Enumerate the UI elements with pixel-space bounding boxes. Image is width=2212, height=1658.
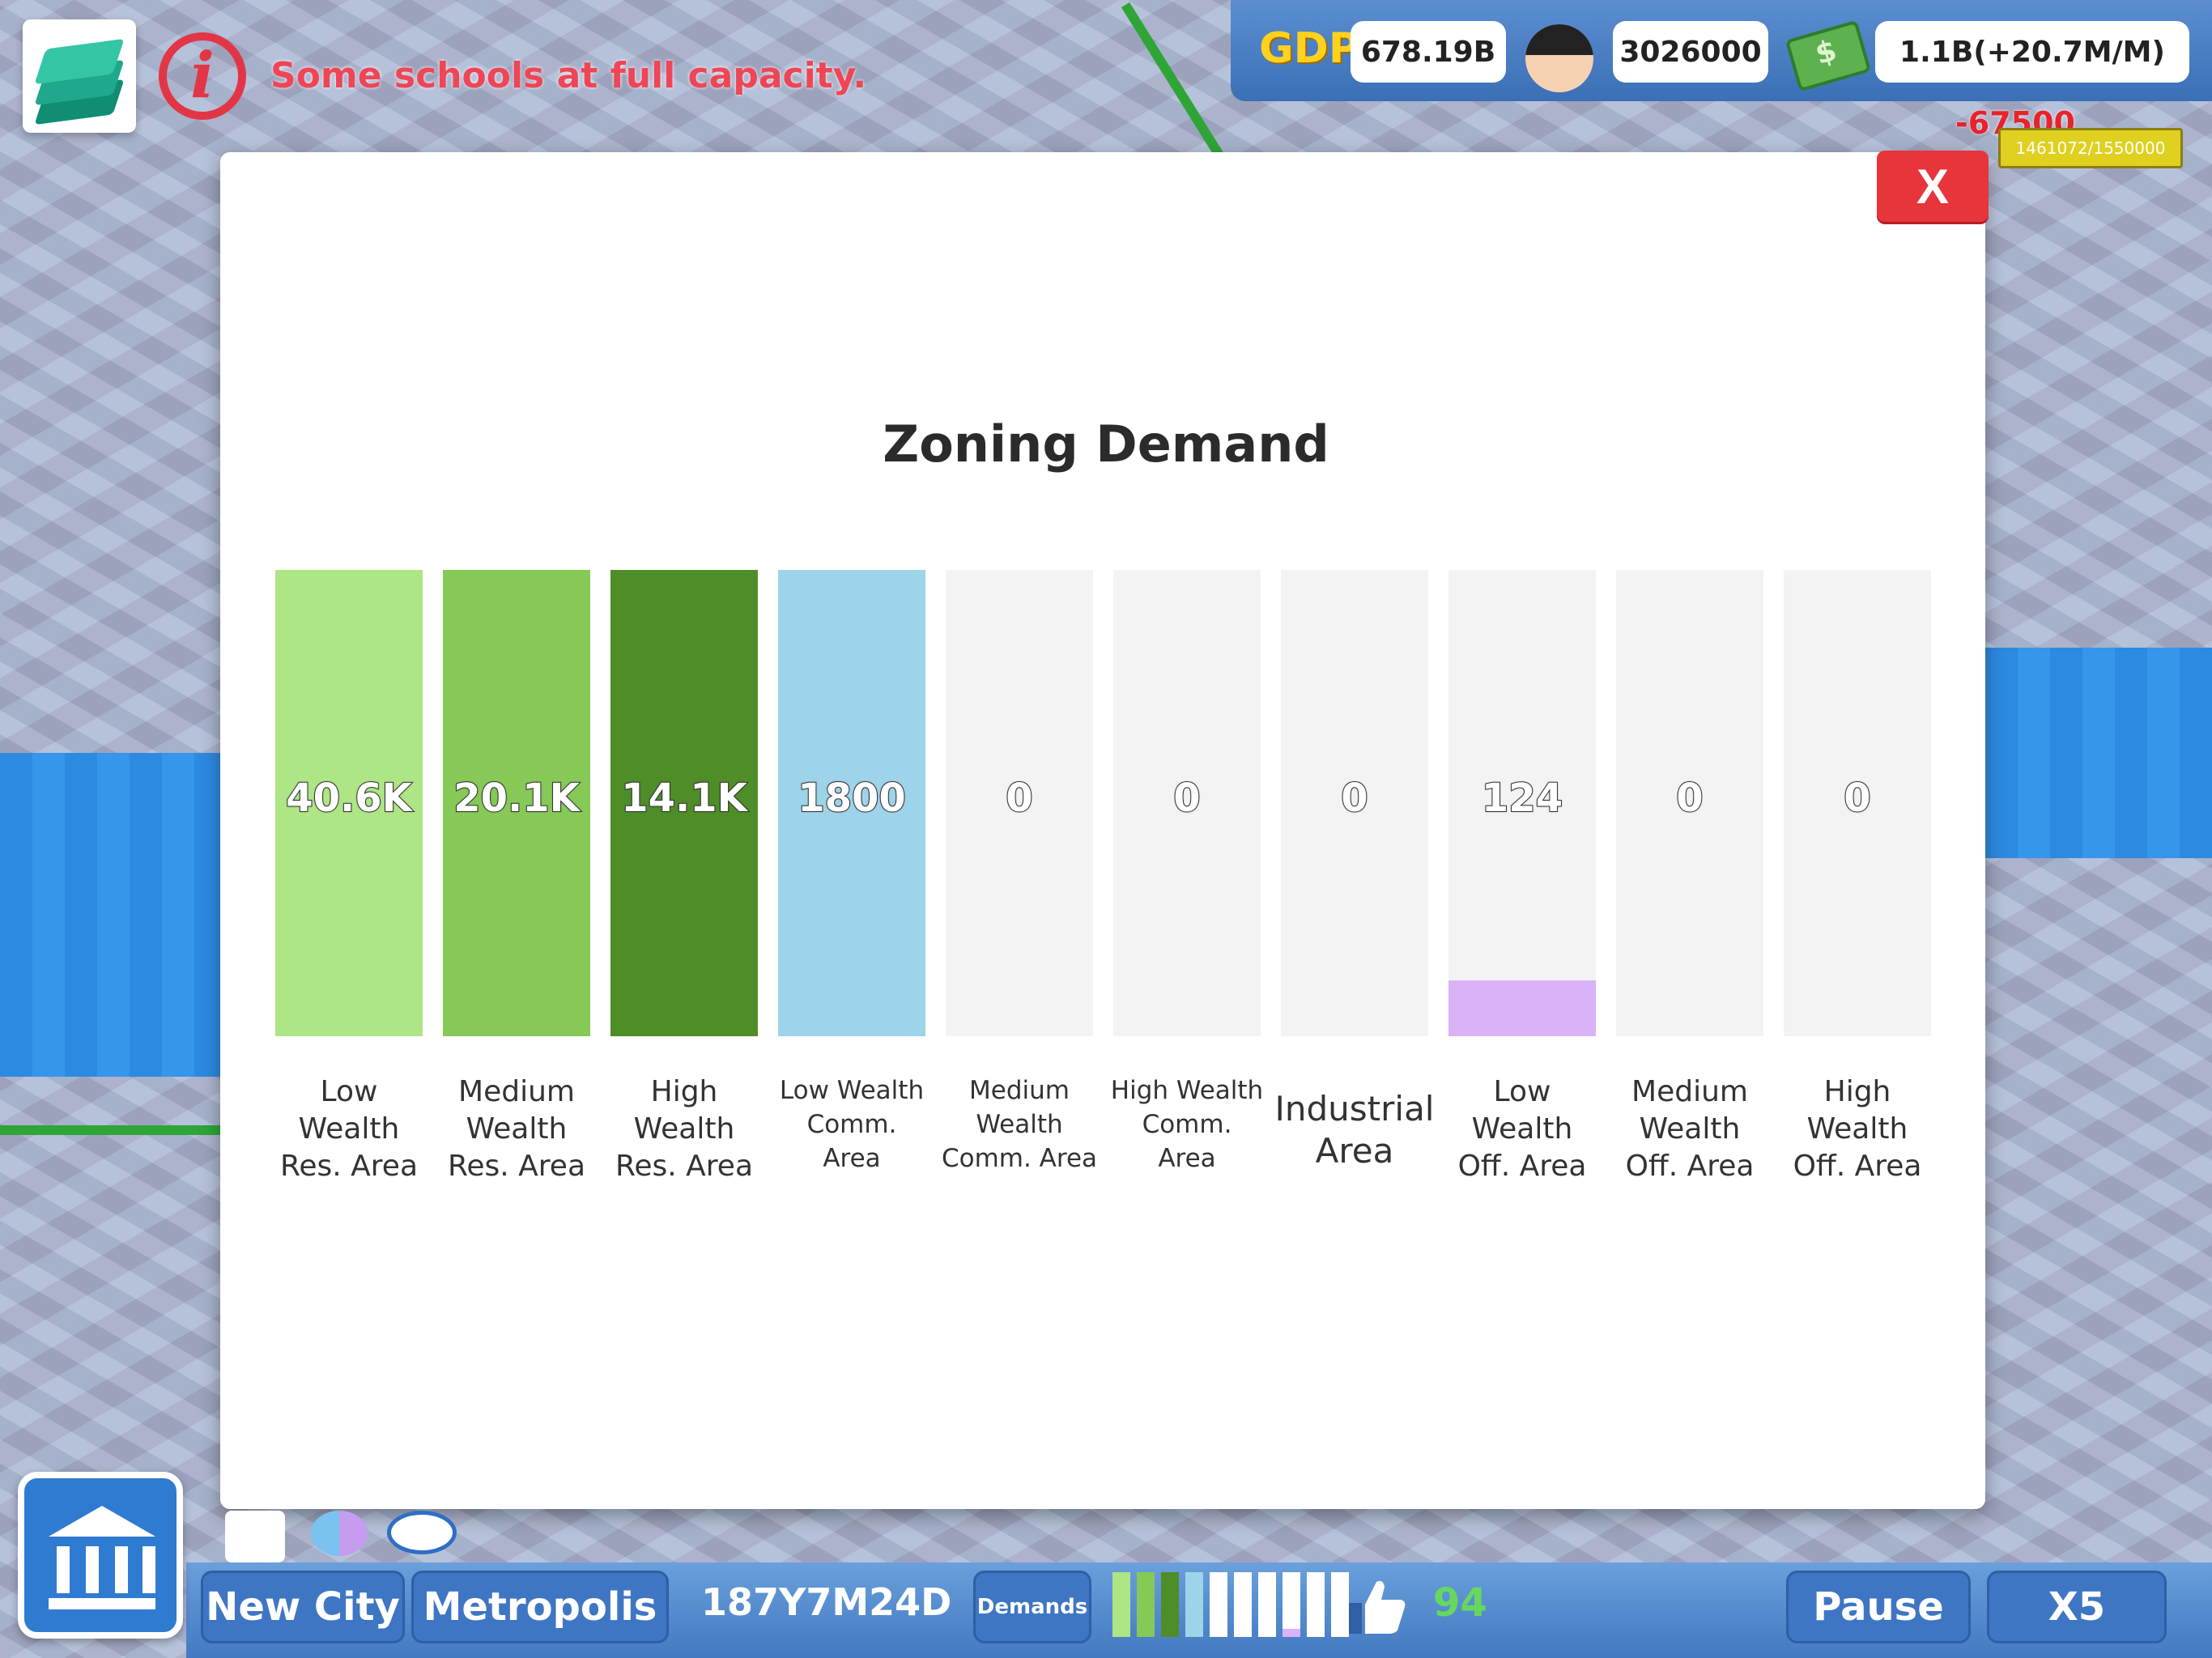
bar-track: 0 — [1113, 570, 1261, 1036]
close-button[interactable]: X — [1877, 151, 1989, 222]
funds-value[interactable]: 1.1B(+20.7M/M) — [1875, 21, 2189, 83]
mini-demand-fill — [1185, 1572, 1203, 1637]
bar-category-label: Medium Wealth Res. Area — [447, 1075, 586, 1183]
hexagon-grid-icon[interactable] — [225, 1511, 285, 1562]
happiness-value: 94 — [1433, 1580, 1487, 1626]
gdp-value[interactable]: 678.19B — [1351, 21, 1506, 83]
bar-category-label: Medium Wealth Off. Area — [1625, 1075, 1755, 1183]
rail-line-diagonal — [1121, 2, 1224, 159]
population-value[interactable]: 3026000 — [1613, 21, 1768, 83]
bar-value-label: 40.6K — [285, 775, 413, 822]
bar-track: 124 — [1448, 570, 1596, 1036]
bar-track: 0 — [1616, 570, 1763, 1036]
bar-track: 0 — [1784, 570, 1931, 1036]
bar-fill — [1448, 980, 1596, 1036]
thumbs-up-icon — [1349, 1580, 1406, 1634]
pillar — [57, 1546, 70, 1593]
mini-demand-bar — [1307, 1572, 1325, 1637]
bar-track: 1800 — [778, 570, 925, 1036]
mini-demand-bar — [1283, 1572, 1300, 1637]
mini-demand-bar — [1258, 1572, 1276, 1637]
mini-demand-fill — [1161, 1572, 1179, 1637]
bar-fill — [610, 570, 758, 1036]
city-rank-button[interactable]: Metropolis — [411, 1571, 669, 1643]
bar-value-label: 0 — [1675, 775, 1704, 822]
mini-demand-fill — [1137, 1572, 1155, 1637]
bar-fill — [443, 570, 590, 1036]
pillar — [143, 1546, 155, 1593]
bar-category-label: Low Wealth Res. Area — [279, 1075, 419, 1183]
rail-line — [0, 1125, 220, 1135]
game-date: 187Y7M24D — [701, 1580, 952, 1624]
mini-demand-bar — [1210, 1572, 1227, 1637]
water-area-right — [1985, 648, 2212, 858]
mini-demand-bar — [1331, 1572, 1349, 1637]
bar-category-label: High Wealth Comm. Area — [1110, 1076, 1264, 1173]
bar-track: 20.1K — [443, 570, 590, 1036]
eye-icon[interactable] — [387, 1511, 457, 1554]
water-area — [0, 753, 220, 1077]
capacity-bar: 1461072/1550000 — [1998, 128, 2183, 168]
government-icon — [49, 1506, 155, 1537]
bar-value-label: 0 — [1340, 775, 1368, 822]
layers-button[interactable] — [23, 19, 136, 133]
mini-demand-bar — [1112, 1572, 1130, 1637]
bar-track: 14.1K — [610, 570, 758, 1036]
pillar — [86, 1546, 99, 1593]
bar-track: 0 — [1281, 570, 1428, 1036]
cubes-icon[interactable] — [311, 1511, 368, 1556]
alert-message: Some schools at full capacity. — [270, 55, 867, 96]
bar-value-label: 124 — [1481, 775, 1563, 822]
city-name-button[interactable]: New City — [201, 1571, 405, 1643]
mini-demand-bar — [1161, 1572, 1179, 1637]
pause-button[interactable]: Pause — [1786, 1571, 1971, 1643]
bar-value-label: 20.1K — [453, 775, 581, 822]
bar-category-label: Low Wealth Off. Area — [1457, 1075, 1587, 1183]
mini-demand-fill — [1283, 1629, 1300, 1637]
bar-category-label: Industrial Area — [1274, 1089, 1435, 1171]
bar-value-label: 0 — [1005, 775, 1033, 822]
bar-category-label: Medium Wealth Comm. Area — [941, 1076, 1098, 1173]
bar-category-label: High Wealth Off. Area — [1793, 1075, 1922, 1183]
bar-fill — [778, 570, 925, 1036]
bar-track: 0 — [946, 570, 1093, 1036]
bar-track: 40.6K — [275, 570, 423, 1036]
demands-button[interactable]: Demands — [973, 1571, 1091, 1643]
bar-value-label: 14.1K — [620, 775, 748, 822]
gdp-label: GDP — [1259, 24, 1359, 73]
government-button[interactable] — [18, 1472, 183, 1639]
mini-demand-fill — [1112, 1572, 1130, 1637]
mini-demand-bar — [1185, 1572, 1203, 1637]
mini-demand-bar — [1137, 1572, 1155, 1637]
bar-category-label: High Wealth Res. Area — [615, 1075, 754, 1183]
pillar — [115, 1546, 128, 1593]
bar-value-label: 0 — [1172, 775, 1201, 822]
dialog-title: Zoning Demand — [883, 414, 1329, 474]
pillar-base — [49, 1598, 155, 1609]
speed-button[interactable]: X5 — [1987, 1571, 2167, 1643]
bar-fill — [275, 570, 423, 1036]
bar-category-label: Low Wealth Comm. Area — [779, 1076, 925, 1173]
bar-value-label: 1800 — [797, 775, 907, 822]
bar-value-label: 0 — [1843, 775, 1871, 822]
population-icon — [1525, 24, 1593, 92]
mini-demand-bar — [1234, 1572, 1252, 1637]
info-icon[interactable]: i — [159, 32, 246, 120]
